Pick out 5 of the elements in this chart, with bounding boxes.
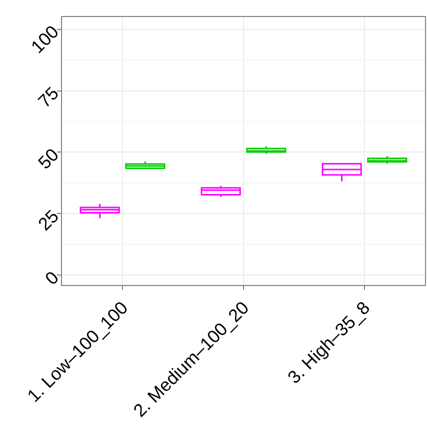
y-tick-label: 0 <box>41 268 63 289</box>
y-tick-label: 50 <box>34 144 63 173</box>
y-tick-label: 100 <box>27 22 63 58</box>
y-tick-label: 25 <box>34 206 63 234</box>
y-tick-label: 75 <box>34 83 63 112</box>
